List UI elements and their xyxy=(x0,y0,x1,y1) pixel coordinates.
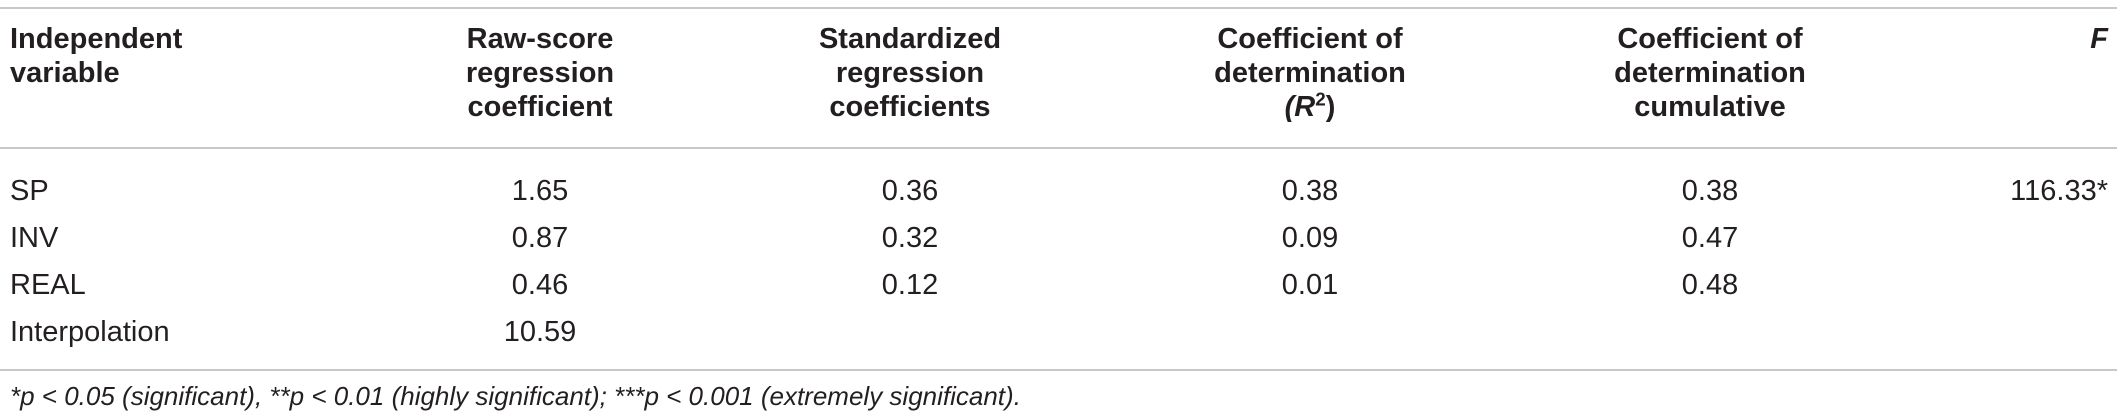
header-f: F xyxy=(2090,23,2108,55)
cell-variable: INV xyxy=(10,222,59,254)
cell-raw-score: 0.87 xyxy=(511,222,569,254)
cell-variable: SP xyxy=(10,175,49,207)
cell-variable: Interpolation xyxy=(10,316,170,348)
cell-f: 116.33* xyxy=(2010,175,2108,207)
cell-variable: REAL xyxy=(10,269,86,301)
table-bottom-rule xyxy=(0,369,2117,371)
header-standardized: Standardized regression coefficients xyxy=(818,23,1002,123)
cell-raw-score: 10.59 xyxy=(503,316,577,348)
table-top-rule xyxy=(0,7,2117,9)
cell-raw-score: 0.46 xyxy=(511,269,569,301)
cell-cod: 0.01 xyxy=(1281,269,1339,301)
header-r-squared: (R2) xyxy=(1284,88,1336,123)
header-raw-score: Raw-score regression coefficient xyxy=(465,23,615,123)
cell-cumulative: 0.38 xyxy=(1681,175,1739,207)
cell-cod: 0.38 xyxy=(1281,175,1339,207)
cell-standardized: 0.12 xyxy=(881,269,939,301)
header-independent-variable: Independent variable xyxy=(10,23,183,89)
header-cumulative: Coefficient of determination cumulative xyxy=(1614,23,1806,123)
cell-standardized: 0.36 xyxy=(881,175,939,207)
cell-standardized: 0.32 xyxy=(881,222,939,254)
cell-cumulative: 0.47 xyxy=(1681,222,1739,254)
cell-cumulative: 0.48 xyxy=(1681,269,1739,301)
cell-cod: 0.09 xyxy=(1281,222,1339,254)
header-coefficient-of-determination: Coefficient of determination (R2) xyxy=(1135,22,1485,124)
cell-raw-score: 1.65 xyxy=(511,175,569,207)
table-header-rule xyxy=(0,147,2117,149)
table-footnote: *p < 0.05 (significant), **p < 0.01 (hig… xyxy=(10,381,1021,411)
